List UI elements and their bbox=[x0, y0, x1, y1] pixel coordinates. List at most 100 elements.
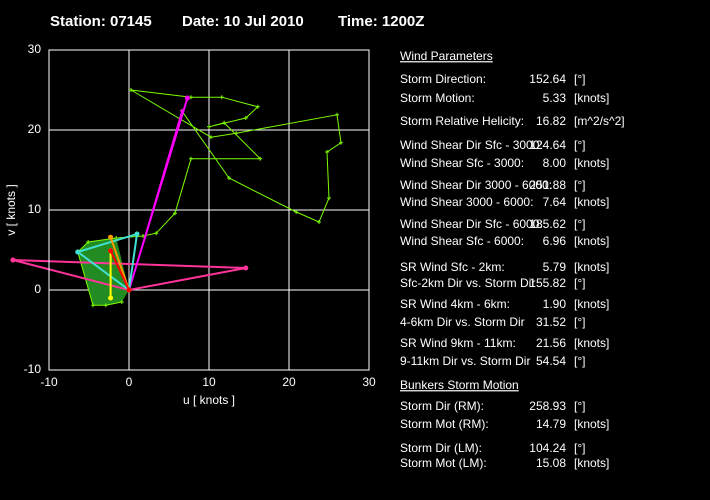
y-tick-label: 30 bbox=[28, 42, 42, 56]
param-label: Storm Dir (RM): bbox=[400, 399, 484, 413]
date: Date: 10 Jul 2010 bbox=[182, 13, 304, 30]
plot-frame bbox=[48, 49, 370, 371]
param-unit: [knots] bbox=[574, 260, 609, 274]
param-label: 4-6km Dir vs. Storm Dir bbox=[400, 315, 525, 329]
point bbox=[86, 240, 91, 244]
point bbox=[258, 156, 263, 161]
param-value: 1.90 bbox=[543, 297, 567, 311]
param-value: 14.79 bbox=[536, 417, 566, 431]
param-label: Storm Motion: bbox=[400, 91, 475, 105]
hodograph-line bbox=[12, 259, 246, 292]
hodograph-line bbox=[77, 89, 342, 306]
x-tick-label: -10 bbox=[40, 375, 58, 389]
point bbox=[10, 257, 16, 263]
point bbox=[108, 248, 114, 254]
section-title: Bunkers Storm Motion bbox=[400, 378, 519, 392]
hodograph-line bbox=[128, 110, 183, 291]
point bbox=[108, 295, 114, 301]
param-unit: [knots] bbox=[574, 195, 609, 209]
point bbox=[154, 231, 159, 236]
x-tick-label: 0 bbox=[126, 375, 133, 389]
param-value: 54.54 bbox=[536, 354, 566, 368]
param-value: 5.79 bbox=[543, 260, 567, 274]
param-value: 104.24 bbox=[529, 441, 566, 455]
param-value: 16.82 bbox=[536, 114, 566, 128]
x-tick-label: 20 bbox=[282, 375, 296, 389]
param-label: Wind Shear Sfc - 3000: bbox=[400, 156, 524, 170]
param-label: Wind Shear Dir Sfc - 6000: bbox=[400, 217, 543, 231]
param-unit: [°] bbox=[574, 178, 585, 192]
param-label: Storm Mot (LM): bbox=[400, 456, 487, 470]
param-label: Wind Shear Dir 3000 - 6000: bbox=[400, 178, 552, 192]
point bbox=[75, 249, 81, 255]
param-unit: [knots] bbox=[574, 417, 609, 431]
param-value: 251.88 bbox=[529, 178, 566, 192]
hodograph-line bbox=[77, 232, 139, 292]
point bbox=[119, 300, 124, 304]
point bbox=[173, 211, 177, 216]
param-label: SR Wind Sfc - 2km: bbox=[400, 260, 505, 274]
time: Time: 1200Z bbox=[338, 13, 424, 30]
point bbox=[219, 95, 224, 100]
x-axis-label: u [ knots ] bbox=[183, 393, 235, 407]
param-value: 155.82 bbox=[529, 276, 566, 290]
param-label: SR Wind 9km - 11km: bbox=[400, 336, 516, 350]
param-unit: [°] bbox=[574, 315, 585, 329]
x-tick-label: 30 bbox=[362, 375, 376, 389]
param-label: Wind Shear 3000 - 6000: bbox=[400, 195, 533, 209]
section-title: Wind Parameters bbox=[400, 49, 493, 63]
param-unit: [m^2/s^2] bbox=[574, 114, 625, 128]
param-unit: [°] bbox=[574, 354, 585, 368]
param-value: 31.52 bbox=[536, 315, 566, 329]
point bbox=[325, 150, 329, 154]
point bbox=[207, 124, 211, 129]
point bbox=[335, 112, 339, 117]
point bbox=[255, 104, 260, 109]
point bbox=[222, 120, 227, 125]
point bbox=[294, 210, 299, 214]
param-unit: [°] bbox=[574, 217, 585, 231]
hodograph-line bbox=[109, 250, 130, 291]
point bbox=[134, 231, 140, 237]
param-unit: [°] bbox=[574, 441, 585, 455]
param-label: Wind Shear Dir Sfc - 3000: bbox=[400, 138, 543, 152]
y-tick-label: 10 bbox=[28, 202, 42, 216]
param-unit: [knots] bbox=[574, 234, 609, 248]
param-label: 9-11km Dir vs. Storm Dir bbox=[400, 354, 530, 368]
param-label: Storm Direction: bbox=[400, 72, 486, 86]
param-unit: [knots] bbox=[574, 91, 609, 105]
param-label: Storm Dir (LM): bbox=[400, 441, 482, 455]
point bbox=[129, 88, 133, 92]
param-value: 152.64 bbox=[529, 72, 566, 86]
param-unit: [°] bbox=[574, 399, 585, 413]
param-value: 21.56 bbox=[536, 336, 566, 350]
param-value: 5.33 bbox=[543, 91, 567, 105]
param-label: Storm Mot (RM): bbox=[400, 417, 489, 431]
point bbox=[339, 140, 343, 145]
point bbox=[189, 156, 193, 161]
point bbox=[108, 234, 114, 240]
param-value: 7.64 bbox=[543, 195, 567, 209]
y-tick-label: -10 bbox=[24, 362, 42, 376]
param-unit: [knots] bbox=[574, 156, 609, 170]
param-value: 258.93 bbox=[529, 399, 566, 413]
param-unit: [knots] bbox=[574, 336, 609, 350]
y-tick-label: 0 bbox=[34, 282, 41, 296]
param-unit: [knots] bbox=[574, 456, 609, 470]
point bbox=[126, 287, 132, 293]
point bbox=[234, 131, 239, 136]
point bbox=[103, 303, 108, 308]
param-value: 185.62 bbox=[529, 217, 566, 231]
param-value: 15.08 bbox=[536, 456, 566, 470]
point bbox=[317, 220, 321, 224]
point bbox=[227, 176, 231, 180]
param-unit: [°] bbox=[574, 138, 585, 152]
param-value: 6.96 bbox=[543, 234, 567, 248]
param-value: 8.00 bbox=[543, 156, 567, 170]
point bbox=[243, 265, 249, 271]
point bbox=[243, 116, 248, 120]
param-label: Sfc-2km Dir vs. Storm Dir bbox=[400, 276, 535, 290]
point bbox=[179, 108, 184, 113]
y-axis-label: v [ knots ] bbox=[4, 184, 18, 235]
